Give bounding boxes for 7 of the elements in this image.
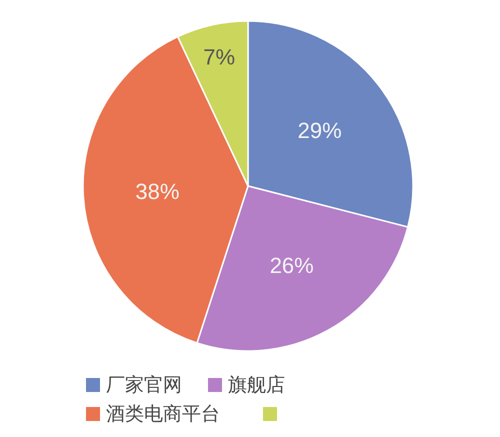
legend-label: 旗舰店 bbox=[228, 374, 285, 396]
legend-label: 酒类电商平台 bbox=[106, 403, 220, 425]
data-label: 29% bbox=[298, 118, 342, 143]
data-label: 7% bbox=[203, 44, 236, 70]
data-label: 38% bbox=[135, 179, 180, 204]
data-label: 26% bbox=[270, 253, 314, 278]
legend-label: 厂家官网 bbox=[106, 374, 182, 396]
